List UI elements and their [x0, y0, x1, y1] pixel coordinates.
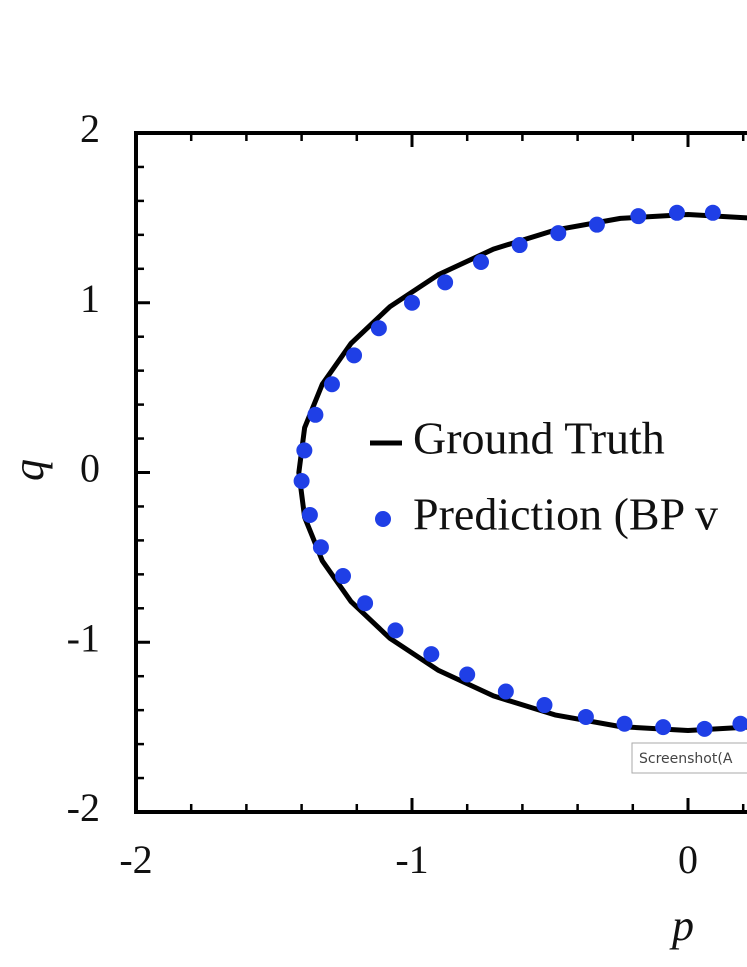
x-tick-label: -2 — [119, 837, 152, 882]
prediction-point — [312, 539, 329, 556]
prediction-point — [616, 715, 633, 732]
prediction-point — [387, 622, 404, 639]
legend-dot — [375, 511, 391, 527]
y-axis-label: q — [4, 459, 53, 481]
prediction-point — [655, 719, 672, 736]
prediction-point — [346, 347, 363, 364]
prediction-point — [459, 666, 476, 683]
prediction-point — [577, 708, 594, 725]
prediction-point — [696, 720, 713, 737]
prediction-point — [437, 274, 454, 291]
prediction-point — [668, 204, 685, 221]
prediction-point — [704, 204, 721, 221]
prediction-point — [335, 568, 351, 585]
legend-text: Prediction (BP v — [413, 489, 718, 540]
prediction-point — [293, 472, 310, 489]
prediction-point — [423, 646, 440, 663]
prediction-point — [497, 683, 514, 700]
tooltip-text: Screenshot(A — [639, 751, 733, 767]
prediction-point — [630, 208, 647, 225]
prediction-point — [550, 225, 567, 242]
x-tick-label: -1 — [395, 837, 428, 882]
y-tick-label: 0 — [80, 446, 100, 491]
prediction-point — [536, 697, 553, 714]
tooltip-box — [631, 742, 747, 774]
y-tick-label: -2 — [67, 785, 100, 830]
prediction-point — [370, 320, 387, 337]
plot-frame — [134, 131, 747, 814]
prediction-point — [732, 715, 747, 732]
prediction-point — [296, 442, 313, 459]
prediction-point — [511, 237, 528, 254]
prediction-point — [307, 406, 324, 423]
prediction-point — [473, 254, 489, 271]
prediction-point — [323, 376, 340, 393]
x-axis-label: p — [669, 901, 694, 950]
legend-text: Ground Truth — [413, 413, 665, 464]
ground-truth-line — [296, 211, 747, 734]
x-tick-label: 0 — [678, 837, 698, 882]
prediction-point — [357, 595, 374, 612]
prediction-point — [404, 294, 420, 311]
y-tick-label: -1 — [67, 615, 100, 660]
prediction-point — [301, 506, 318, 523]
prediction-point — [588, 216, 605, 233]
y-tick-label: 2 — [80, 106, 100, 151]
y-tick-label: 1 — [80, 276, 100, 321]
